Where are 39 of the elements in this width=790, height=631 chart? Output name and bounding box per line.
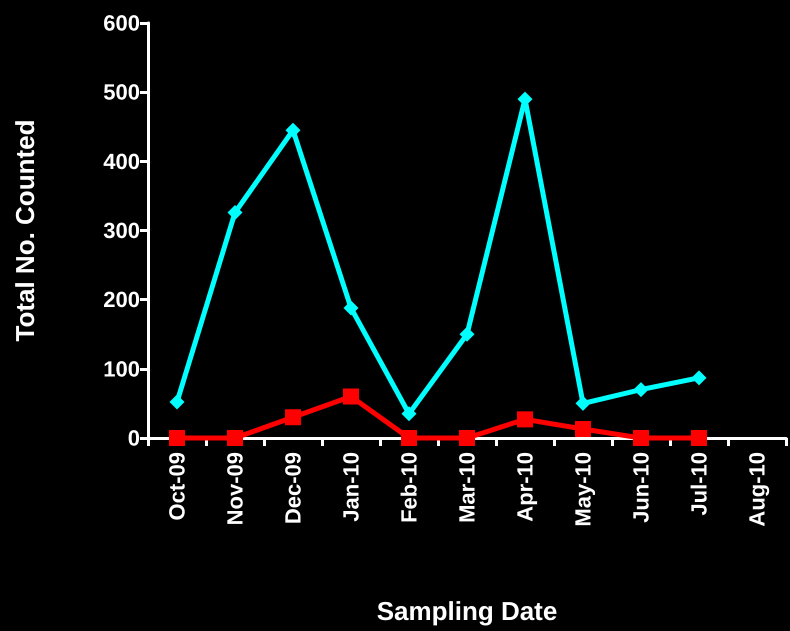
point bbox=[286, 122, 300, 138]
point bbox=[228, 205, 242, 220]
point bbox=[692, 370, 706, 386]
point bbox=[401, 430, 417, 446]
y-tick-label: 400 bbox=[103, 148, 140, 174]
point bbox=[634, 382, 648, 398]
x-tick-label: May-10 bbox=[570, 452, 596, 527]
point bbox=[460, 326, 474, 342]
point bbox=[227, 430, 243, 446]
point bbox=[170, 394, 184, 410]
y-tick-label: 300 bbox=[103, 218, 140, 243]
y-axis-title: Total No. Counted bbox=[10, 120, 40, 342]
x-tick-label: Apr-10 bbox=[512, 452, 538, 522]
y-tick-label: 500 bbox=[103, 80, 140, 105]
x-tick-label: Jun-10 bbox=[628, 452, 654, 523]
x-tick-label: Dec-09 bbox=[280, 452, 306, 524]
x-tick-label: Jul-10 bbox=[686, 452, 712, 516]
point bbox=[576, 396, 590, 411]
point bbox=[691, 430, 707, 446]
x-tick-label: Oct-09 bbox=[164, 452, 190, 520]
y-tick-label: 600 bbox=[103, 10, 140, 36]
point bbox=[402, 406, 416, 422]
x-axis-title: Sampling Date bbox=[376, 596, 558, 626]
x-tick-label: Mar-10 bbox=[454, 452, 480, 523]
y-tick-label: 200 bbox=[103, 287, 140, 312]
x-tick-label: Nov-09 bbox=[222, 452, 248, 526]
y-tick-label: 100 bbox=[103, 356, 140, 382]
point bbox=[344, 300, 358, 316]
point bbox=[343, 388, 359, 404]
x-tick-label: Aug-10 bbox=[744, 452, 770, 527]
x-tick-label: Feb-10 bbox=[396, 452, 422, 523]
point bbox=[285, 409, 301, 426]
y-tick-label: 0 bbox=[128, 426, 140, 450]
point bbox=[517, 411, 533, 428]
point bbox=[633, 430, 649, 446]
x-tick-label: Jan-10 bbox=[338, 452, 364, 522]
point bbox=[459, 430, 475, 446]
point bbox=[169, 430, 185, 446]
point bbox=[575, 421, 591, 438]
